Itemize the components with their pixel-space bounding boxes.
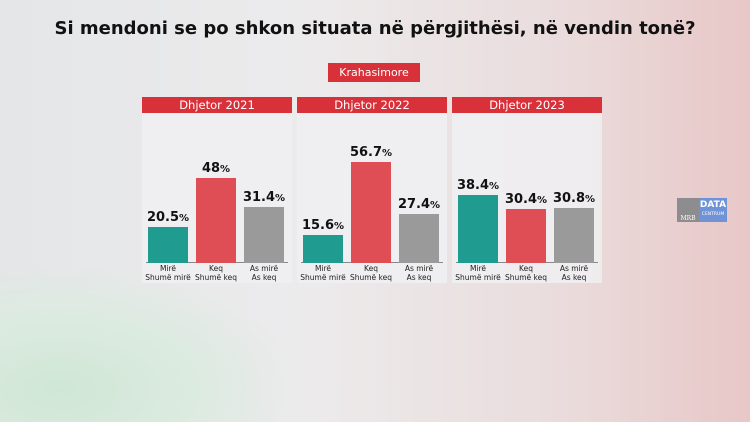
- bar: [506, 208, 546, 263]
- logo-data-text: DATA: [699, 200, 727, 210]
- data-label: 31.4%: [242, 190, 286, 206]
- chart-panel: Dhjetor 2021 20.5% Mirë Shumë mirë 48% Keq Shu…: [142, 97, 292, 283]
- comparison-badge: Krahasimore: [328, 63, 420, 82]
- data-label: 20.5%: [146, 209, 190, 225]
- category-label: As mirë As keq: [404, 264, 434, 282]
- bar: [458, 194, 498, 263]
- logo-mrb: MRB: [677, 198, 699, 222]
- category-label: Mirë Shumë mirë: [300, 264, 346, 282]
- chart-panel: Dhjetor 2023 38.4% Mirë Shumë mirë 30.4% Keq S…: [452, 97, 602, 283]
- bar: [244, 207, 284, 263]
- data-label: 15.6%: [301, 218, 345, 234]
- data-label: 38.4%: [456, 177, 500, 193]
- bar: [148, 226, 188, 263]
- mrb-data-centrum-logo: MRB DATA CENTRUM: [677, 198, 727, 222]
- bar: [303, 235, 343, 263]
- bar: [399, 214, 439, 263]
- chart-panel: Dhjetor 2022 15.6% Mirë Shumë mirë 56.7% Keq S…: [297, 97, 447, 283]
- data-label: 48%: [201, 160, 231, 176]
- data-label: 30.4%: [504, 191, 548, 207]
- data-label: 30.8%: [552, 191, 596, 207]
- panel-title: Dhjetor 2021: [142, 97, 292, 113]
- bar: [196, 177, 236, 263]
- category-label: As mirë As keq: [559, 264, 589, 282]
- data-label: 27.4%: [397, 197, 441, 213]
- bar: [351, 162, 391, 263]
- background-swoosh: [0, 262, 300, 422]
- logo-data: DATA CENTRUM: [699, 198, 727, 222]
- category-label: Keq Shumë keq: [194, 264, 238, 282]
- category-label: As mirë As keq: [249, 264, 279, 282]
- category-label: Keq Shumë keq: [504, 264, 548, 282]
- data-label: 56.7%: [349, 145, 393, 161]
- bar: [554, 208, 594, 263]
- panel-title: Dhjetor 2022: [297, 97, 447, 113]
- logo-centrum-text: CENTRUM: [701, 212, 725, 217]
- category-label: Keq Shumë keq: [349, 264, 393, 282]
- panel-title: Dhjetor 2023: [452, 97, 602, 113]
- category-label: Mirë Shumë mirë: [145, 264, 191, 282]
- page-title: Si mendoni se po shkon situata në përgji…: [54, 18, 696, 39]
- category-label: Mirë Shumë mirë: [455, 264, 501, 282]
